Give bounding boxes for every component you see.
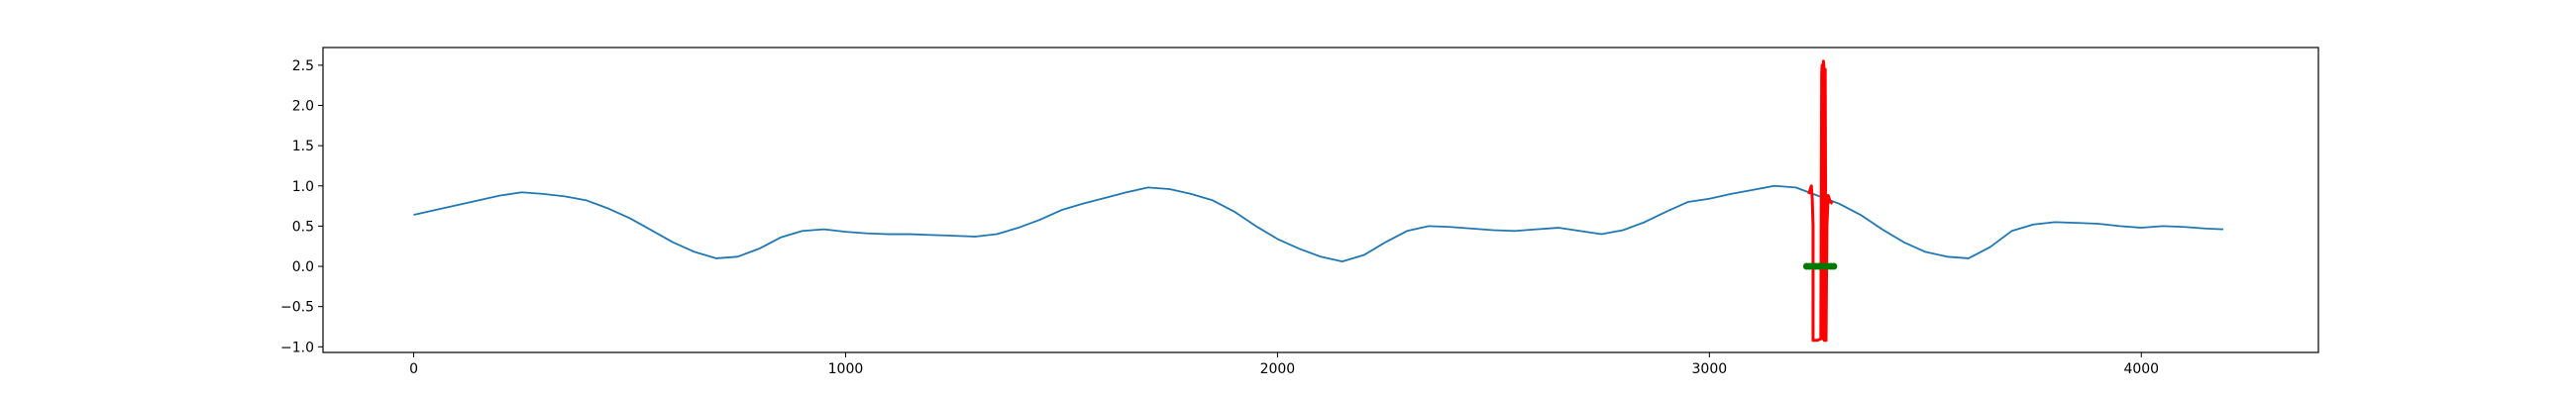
y-tick-label-3: 0.5 (292, 219, 314, 235)
plot-frame (322, 47, 2319, 353)
y-tick-label-0: −1.0 (280, 340, 314, 355)
y-tick-label-6: 2.0 (292, 99, 314, 115)
series-2-point-9 (1830, 262, 1838, 270)
series-1-line (1807, 59, 1834, 343)
x-tick-label-0: 0 (409, 361, 418, 377)
y-tick-label-1: −0.5 (280, 300, 314, 316)
x-tick-label-4: 4000 (2123, 361, 2159, 377)
series-2-markers (1802, 262, 1838, 270)
y-tick-label-7: 2.5 (292, 58, 314, 74)
y-tick-label-4: 1.0 (292, 179, 314, 195)
series-0-line (413, 184, 2224, 263)
y-tick-label-2: 0.0 (292, 259, 314, 275)
x-tick-label-3: 3000 (1692, 361, 1728, 377)
x-tick-label-2: 2000 (1260, 361, 1296, 377)
y-tick-label-5: 1.5 (292, 139, 314, 154)
x-tick-label-1: 1000 (828, 361, 864, 377)
plot-area (413, 59, 2224, 343)
axes: 0 1000 2000 3000 4000 −1.0 −0.5 0.0 0.5 1.0 1.5 2.0… (280, 47, 2319, 377)
